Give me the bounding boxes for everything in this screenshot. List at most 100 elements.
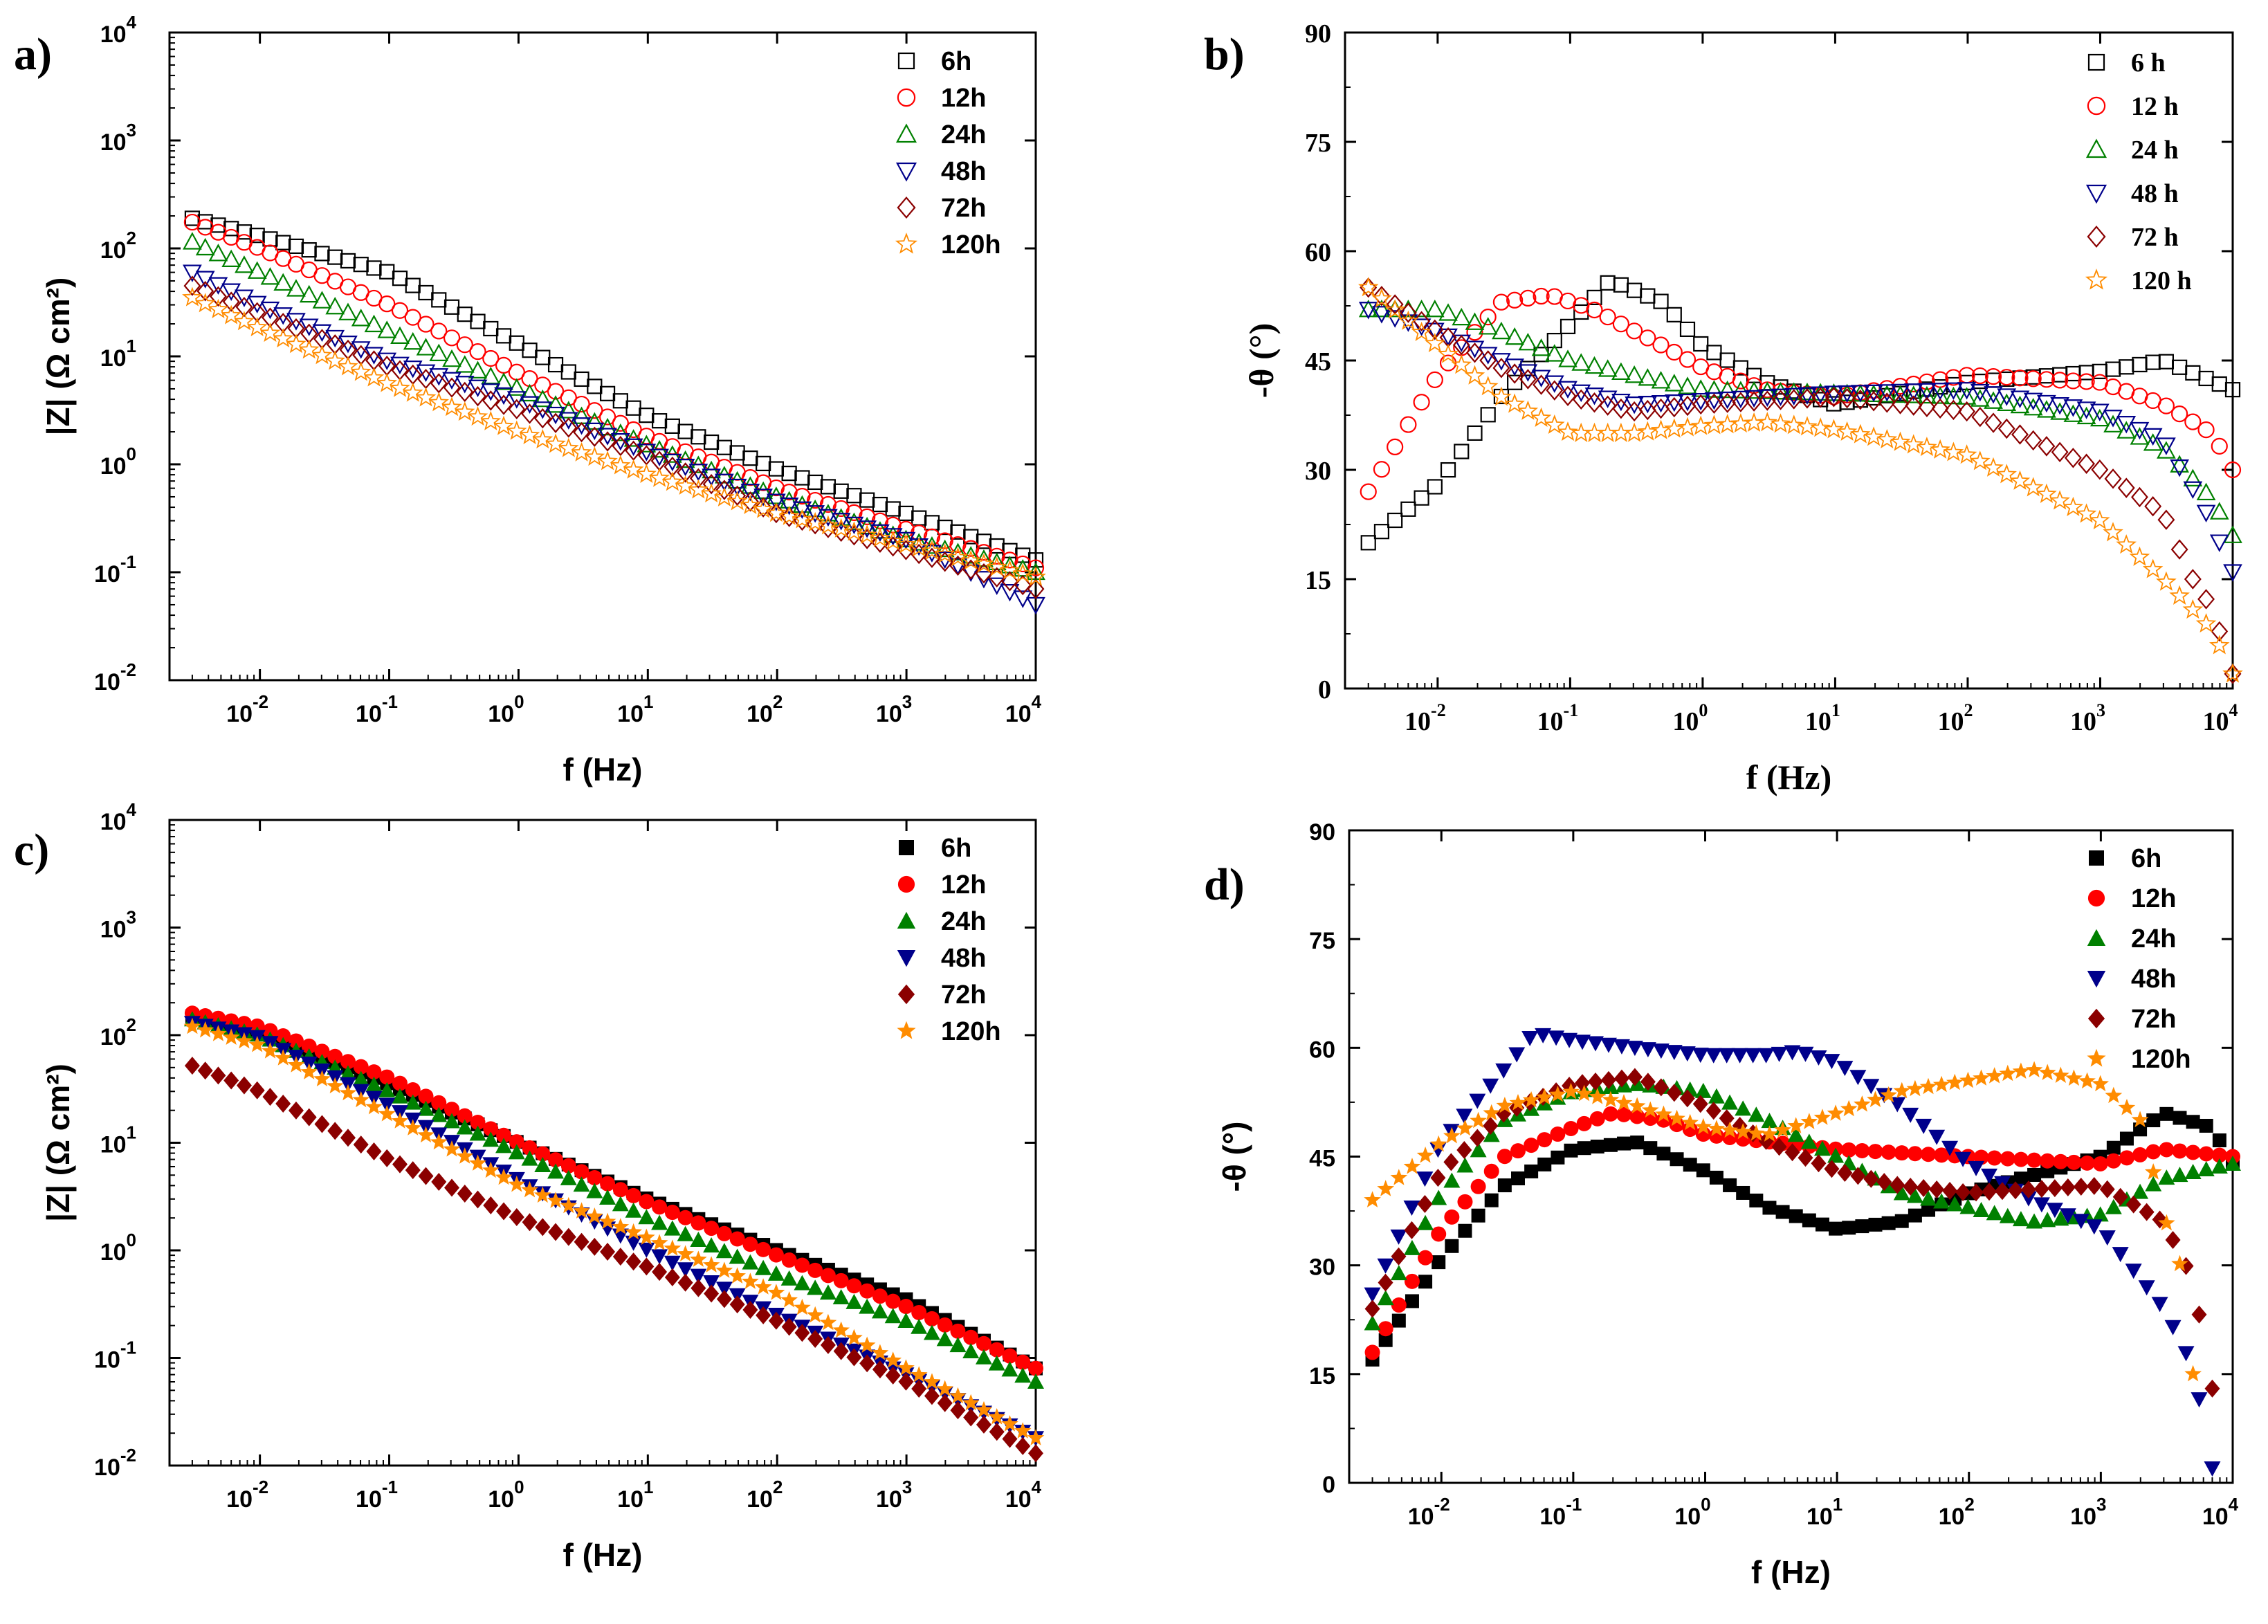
data-point (1639, 1042, 1656, 1058)
data-point (600, 1176, 616, 1192)
x-tick-label: 10-1 (356, 1477, 398, 1513)
data-point (2211, 1147, 2227, 1163)
data-point (1941, 1140, 1959, 1156)
x-tick-label: 103 (876, 691, 912, 727)
data-point (234, 311, 255, 331)
y-tick-label: 10-1 (94, 551, 136, 587)
data-point (1708, 1088, 1725, 1104)
data-point (2224, 1155, 2241, 1171)
data-point (2204, 1379, 2220, 1398)
data-point (1483, 1126, 1500, 1142)
data-point (1492, 358, 1510, 378)
data-point (2142, 558, 2164, 578)
data-point (405, 277, 421, 293)
data-point (1997, 418, 2015, 439)
data-point (1723, 1178, 1737, 1192)
data-point (442, 372, 461, 390)
data-point (259, 322, 281, 343)
data-point (1798, 1149, 1813, 1167)
data-point (1559, 385, 1577, 406)
data-point (2132, 1183, 2149, 1199)
data-point (2129, 546, 2150, 566)
data-point (911, 1304, 927, 1320)
x-tick-label: 10-1 (1539, 1494, 1582, 1530)
data-point (1364, 1191, 1381, 1207)
data-point (1731, 1048, 1748, 1064)
data-point (2073, 1177, 2089, 1196)
data-point (845, 1293, 863, 1309)
data-point (1390, 1229, 1407, 1245)
data-point (509, 1207, 524, 1226)
data-point (469, 1154, 486, 1171)
data-point (1438, 343, 1458, 363)
data-point (2038, 436, 2056, 457)
plot-frame (168, 31, 1037, 682)
data-point (689, 468, 707, 489)
data-point (651, 413, 668, 429)
data-point (987, 577, 1007, 595)
data-point (1865, 391, 1883, 412)
data-point (311, 345, 333, 365)
data-point (455, 355, 475, 373)
data-point (1014, 574, 1032, 596)
data-point (1823, 1054, 1840, 1070)
data-point (897, 1359, 915, 1376)
y-tick-label: 75 (1305, 129, 1331, 158)
data-point (286, 279, 306, 297)
data-point (819, 518, 837, 538)
data-point (1921, 1147, 1937, 1162)
data-point (1492, 321, 1511, 340)
data-point (248, 1036, 266, 1052)
data-point (884, 1351, 902, 1368)
data-point (2038, 1064, 2056, 1080)
data-point (1906, 1187, 1923, 1203)
data-point (1506, 363, 1524, 384)
data-point (2186, 1115, 2200, 1129)
data-point (612, 1248, 628, 1266)
data-point (548, 1152, 564, 1168)
data-point (457, 307, 473, 322)
data-point (313, 1070, 331, 1086)
data-point (1986, 1067, 2003, 1084)
data-point (197, 1061, 213, 1080)
data-point (2196, 504, 2216, 522)
data-point (2209, 635, 2230, 655)
data-point (482, 349, 500, 367)
data-point (1586, 289, 1602, 305)
data-point (2185, 365, 2201, 381)
data-point (715, 473, 734, 492)
data-point (443, 299, 460, 315)
data-point (455, 401, 475, 421)
y-tick-label: 45 (1309, 1146, 1335, 1172)
data-point (2211, 621, 2229, 642)
data-point (846, 1348, 862, 1367)
data-point (1629, 1108, 1645, 1124)
data-point (1509, 1094, 1527, 1111)
data-point (1784, 1045, 1801, 1061)
data-point (1456, 1108, 1473, 1124)
data-point (1718, 1048, 1735, 1064)
data-point (222, 291, 240, 312)
data-point (2024, 370, 2042, 387)
data-point (2009, 470, 2031, 490)
data-point (1600, 275, 1616, 291)
legend-label: 24h (2131, 924, 2176, 954)
data-point (1426, 319, 1444, 340)
data-point (338, 356, 358, 376)
legend-marker (897, 911, 916, 929)
data-point (247, 261, 267, 279)
data-point (378, 1105, 396, 1122)
data-point (1719, 352, 1735, 368)
data-point (2011, 424, 2029, 445)
data-point (963, 1408, 979, 1427)
data-point (1584, 422, 1605, 442)
data-point (1411, 318, 1432, 336)
data-point (756, 455, 771, 471)
data-point (403, 331, 423, 350)
data-point (494, 387, 513, 405)
data-point (650, 1234, 668, 1250)
data-point (1535, 1088, 1553, 1105)
data-point (416, 364, 436, 383)
data-point (1880, 1086, 1897, 1103)
data-point (535, 1146, 551, 1162)
